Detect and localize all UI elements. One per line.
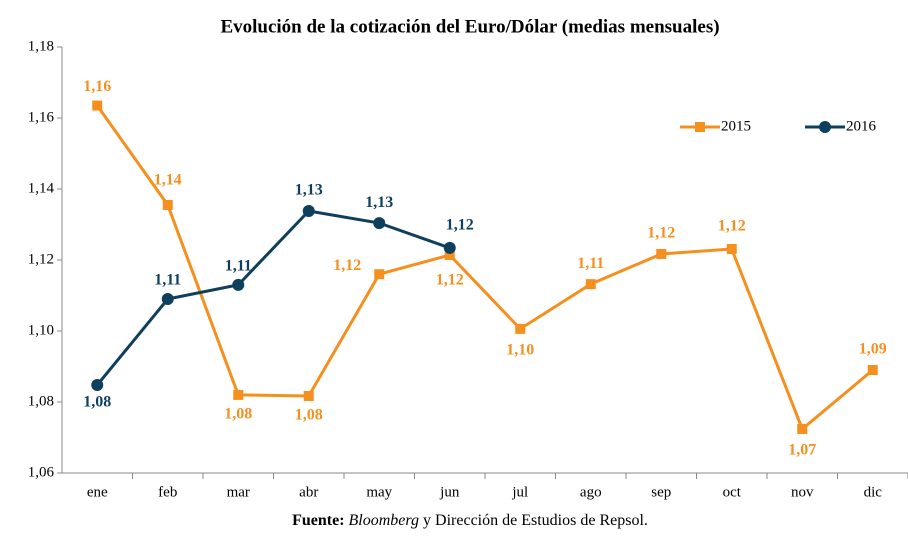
x-tick-label: ene (87, 484, 108, 500)
value-label: 1,08 (224, 406, 252, 423)
x-tick-label: oct (723, 484, 742, 500)
point (797, 423, 808, 434)
point (162, 199, 173, 210)
y-tick-label: 1,16 (28, 109, 55, 125)
point (303, 390, 314, 401)
x-tick-label: ago (580, 484, 602, 500)
x-tick-label: may (366, 484, 392, 500)
source-note: Fuente: Bloomberg y Dirección de Estudio… (292, 512, 648, 529)
legend-label: 2015 (721, 118, 751, 134)
source-italic: Bloomberg (349, 512, 420, 529)
point (373, 217, 386, 230)
x-tick-label: abr (299, 484, 318, 500)
source-label: Fuente: (292, 512, 344, 529)
value-label: 1,08 (83, 394, 111, 411)
value-label: 1,14 (154, 172, 182, 189)
x-tick-label: sep (651, 484, 671, 500)
series-line (96, 104, 874, 432)
y-tick-label: 1,12 (28, 251, 54, 267)
legend-marker (819, 121, 831, 133)
x-tick-label: mar (227, 484, 250, 500)
point (232, 278, 245, 291)
x-tick-label: feb (158, 484, 177, 500)
point (726, 243, 737, 254)
point (92, 100, 103, 111)
x-tick-label: jun (439, 484, 460, 500)
value-label: 1,13 (295, 182, 323, 199)
point (585, 279, 596, 290)
value-label: 1,11 (154, 272, 181, 289)
value-label: 1,13 (365, 194, 393, 211)
legend-marker (695, 122, 705, 132)
y-tick-label: 1,10 (28, 322, 54, 338)
point (302, 205, 315, 218)
y-tick-label: 1,06 (28, 464, 55, 480)
value-label: 1,11 (577, 255, 604, 272)
point (233, 389, 244, 400)
y-tick-label: 1,18 (28, 38, 54, 54)
point (515, 323, 526, 334)
value-label: 1,07 (788, 442, 816, 459)
value-label: 1,12 (333, 257, 361, 274)
value-label: 1,16 (83, 78, 111, 95)
x-tick-label: dic (864, 484, 883, 500)
legend-label: 2016 (846, 118, 877, 134)
value-label: 1,12 (436, 272, 464, 289)
value-label: 1,12 (647, 225, 675, 242)
value-label: 1,12 (446, 217, 474, 234)
source-rest: y Dirección de Estudios de Repsol. (423, 512, 648, 529)
value-label: 1,12 (718, 218, 746, 235)
y-tick-label: 1,08 (28, 393, 54, 409)
chart-title: Evolución de la cotización del Euro/Dóla… (220, 16, 719, 37)
point (656, 248, 667, 259)
x-tick-label: jul (511, 484, 528, 500)
point (867, 365, 878, 376)
value-label: 1,10 (506, 342, 534, 359)
x-tick-label: nov (791, 484, 814, 500)
point (374, 269, 385, 280)
point (444, 250, 455, 261)
y-tick-label: 1,14 (28, 180, 55, 196)
value-label: 1,08 (295, 407, 323, 424)
value-label: 1,09 (859, 341, 887, 358)
point (91, 378, 104, 391)
value-label: 1,11 (225, 258, 252, 275)
point (161, 293, 174, 306)
series-line (96, 209, 451, 386)
point (443, 241, 456, 254)
